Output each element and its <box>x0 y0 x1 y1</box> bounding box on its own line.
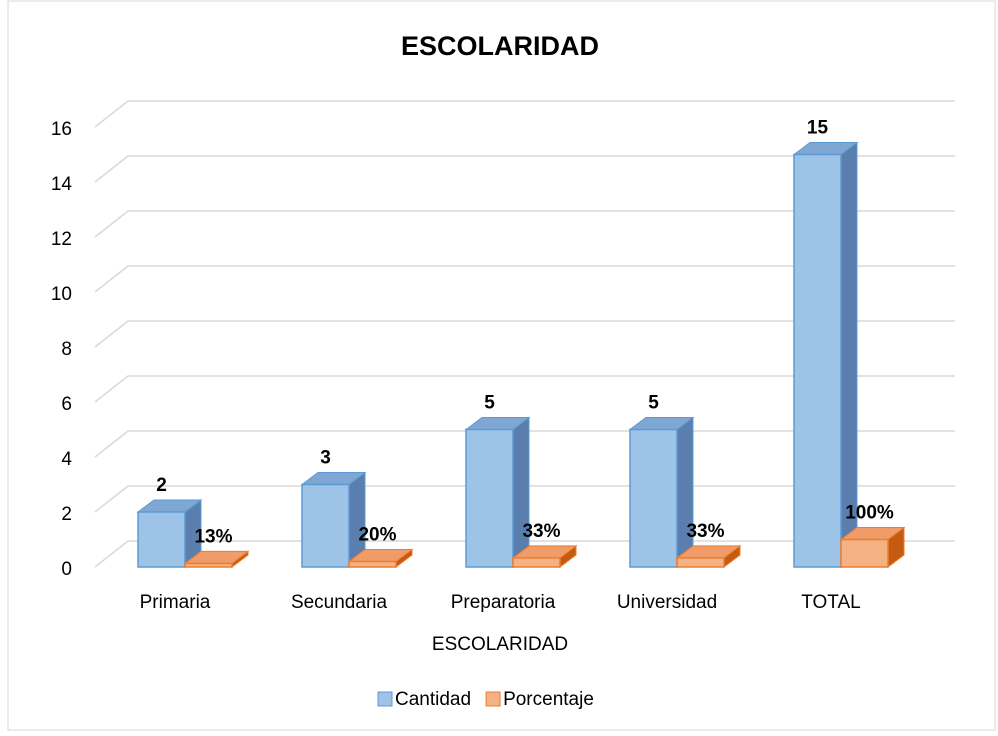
bar <box>348 560 397 568</box>
value-label: 5 <box>648 393 659 414</box>
value-label: 33% <box>522 521 560 542</box>
value-label: 13% <box>194 526 232 547</box>
x-tick-label: TOTAL <box>801 592 860 613</box>
value-label: 2 <box>156 475 167 496</box>
bar <box>512 557 561 568</box>
y-tick-label: 16 <box>51 119 72 140</box>
value-label: 33% <box>686 521 724 542</box>
value-label: 20% <box>358 525 396 546</box>
x-axis-title: ESCOLARIDAD <box>432 634 568 655</box>
legend-label: Cantidad <box>395 689 471 710</box>
legend-label: Porcentaje <box>503 689 594 710</box>
bar <box>137 511 186 568</box>
y-tick-label: 14 <box>51 174 73 195</box>
grid-line <box>94 265 955 293</box>
legend-swatch <box>485 691 501 707</box>
bar <box>676 557 725 568</box>
x-tick-label: Primaria <box>140 592 211 613</box>
grid-line <box>94 375 955 403</box>
value-label: 15 <box>807 118 829 139</box>
legend-swatch <box>377 691 393 707</box>
value-label: 100% <box>845 503 894 524</box>
grid-line <box>94 320 955 348</box>
x-tick-label: Universidad <box>617 592 717 613</box>
y-tick-label: 10 <box>51 284 72 305</box>
y-tick-label: 12 <box>51 229 72 250</box>
grid-line <box>94 155 955 183</box>
grid-line <box>94 210 955 238</box>
y-tick-label: 2 <box>61 504 72 525</box>
bar-side <box>512 416 530 568</box>
bar <box>184 562 233 568</box>
bar <box>793 153 842 568</box>
x-tick-label: Preparatoria <box>451 592 556 613</box>
chart-title: ESCOLARIDAD <box>401 31 599 61</box>
bar <box>840 538 889 568</box>
y-tick-label: 6 <box>61 394 72 415</box>
bar-side <box>676 416 694 568</box>
x-tick-label: Secundaria <box>291 592 388 613</box>
bar <box>301 483 350 568</box>
y-tick-label: 4 <box>61 449 72 470</box>
y-tick-label: 0 <box>61 559 72 580</box>
bar <box>465 428 514 568</box>
value-label: 5 <box>484 393 495 414</box>
grid-line <box>94 100 955 128</box>
value-label: 3 <box>320 448 331 469</box>
y-tick-label: 8 <box>61 339 72 360</box>
bar <box>629 428 678 568</box>
